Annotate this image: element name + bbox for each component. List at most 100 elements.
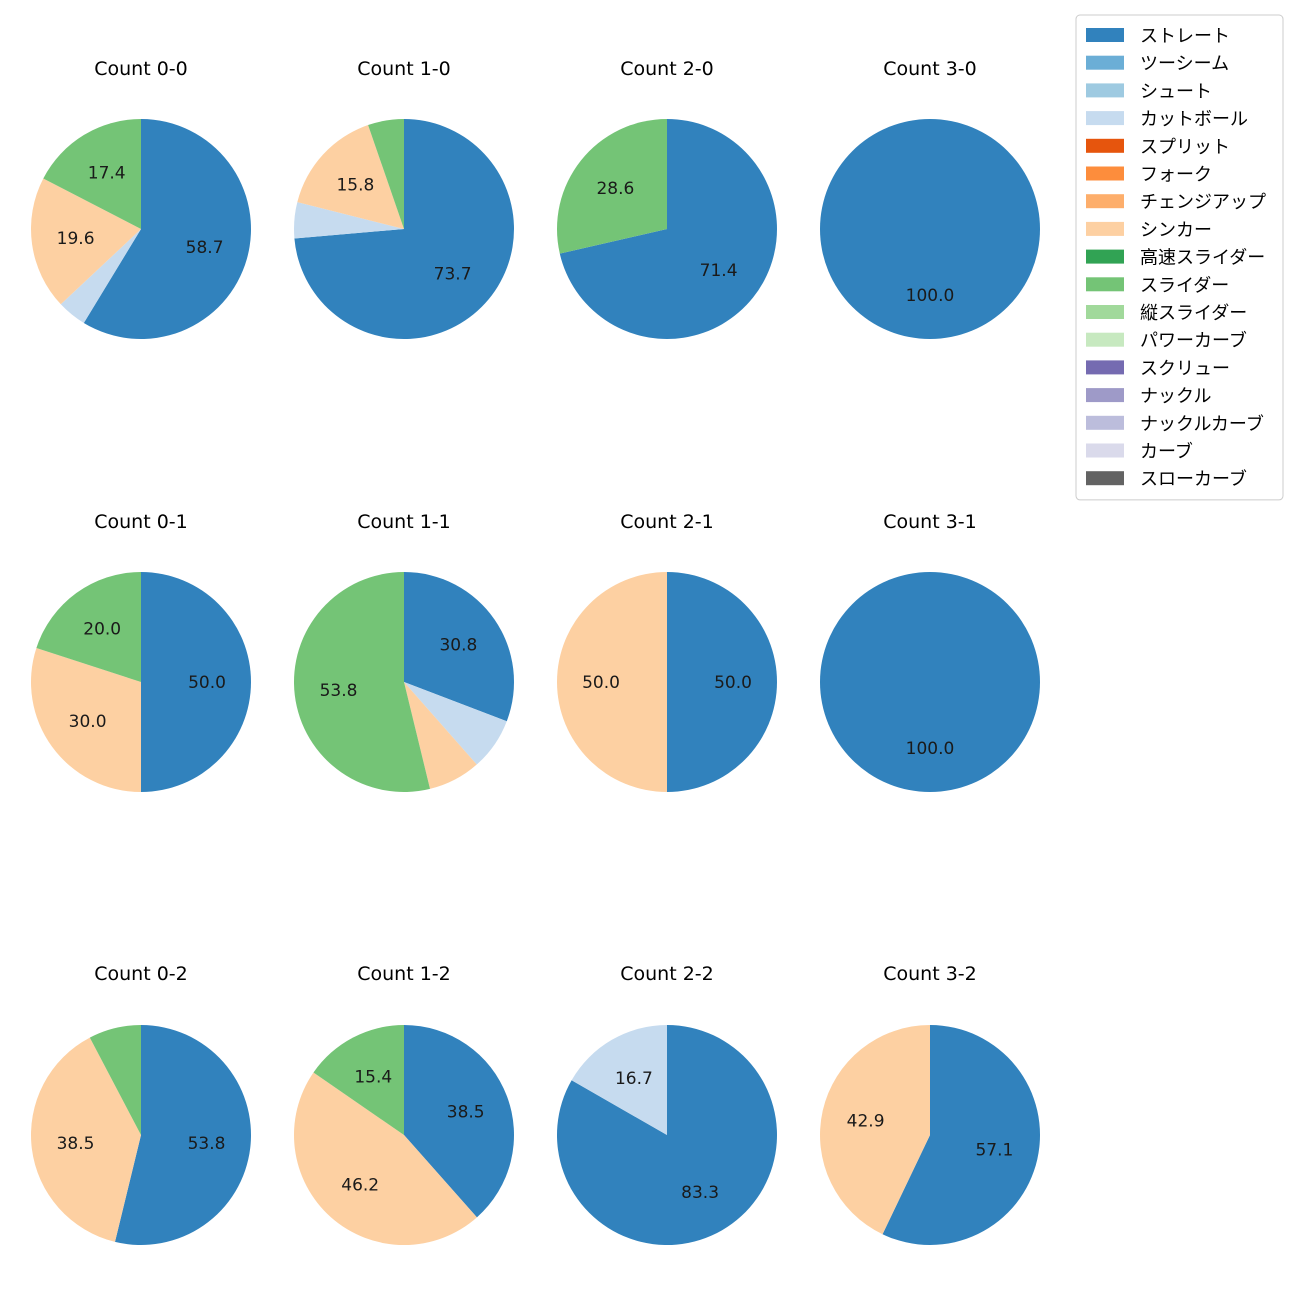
pie-slice — [404, 572, 515, 722]
legend-item: フォーク — [1086, 165, 1212, 186]
legend-swatch — [1086, 28, 1124, 42]
pie-slice — [30, 648, 141, 792]
legend-item: パワーカーブ — [1086, 330, 1247, 352]
pie-panel: Count 3-0 100.0 — [820, 58, 1040, 339]
legend-item: 縦スライダー — [1086, 303, 1247, 324]
legend-item: チェンジアップ — [1086, 192, 1266, 213]
pie-slice-label: 46.2 — [341, 1175, 379, 1195]
legend-label: ストレート — [1140, 26, 1230, 47]
pie-title: Count 2-1 — [620, 511, 714, 533]
pie-slice-label: 38.5 — [57, 1134, 95, 1154]
pie-panel: Count 2-0 71.4 28.6 — [556, 58, 777, 339]
pie-slice-label: 50.0 — [714, 673, 752, 693]
legend-label: チェンジアップ — [1140, 192, 1266, 213]
pie-slice — [820, 119, 1040, 339]
legend-label: ツーシーム — [1140, 54, 1229, 75]
pie-slice-label: 15.8 — [336, 175, 374, 195]
pie-slice — [60, 229, 142, 323]
legend-swatch — [1086, 83, 1124, 98]
pie-slice — [556, 1025, 777, 1246]
pie-title: Count 3-2 — [883, 963, 977, 985]
pie-slice — [30, 1037, 142, 1242]
pie-panel: Count 2-2 83.3 16.7 — [556, 963, 777, 1246]
legend-item: カットボール — [1086, 109, 1248, 130]
pie-title: Count 1-2 — [357, 963, 451, 985]
pie-slice-label: 71.4 — [700, 261, 738, 281]
pie-slice-label: 19.6 — [57, 229, 95, 249]
legend-item: スクリュー — [1086, 358, 1230, 379]
legend-swatch — [1086, 111, 1124, 126]
legend-swatch — [1086, 443, 1124, 458]
legend-swatch — [1086, 305, 1124, 319]
pie-slice — [556, 119, 667, 254]
pie-title: Count 0-2 — [94, 963, 188, 985]
pie-slice — [297, 125, 404, 229]
legend-label: 縦スライダー — [1140, 303, 1247, 324]
legend-swatch — [1086, 332, 1124, 347]
legend-item: スライダー — [1086, 275, 1229, 296]
pie-slice — [36, 572, 141, 682]
legend-label: カーブ — [1140, 441, 1193, 463]
pie-panel: Count 0-0 58.7 19.6 17.4 — [30, 58, 252, 339]
pie-slice-label: 57.1 — [975, 1141, 1013, 1161]
legend-label: カットボール — [1140, 109, 1248, 130]
legend-item: ナックル — [1086, 386, 1211, 407]
pie-slice — [571, 1025, 667, 1135]
pie-panel: Count 0-1 50.0 30.0 20.0 — [30, 511, 251, 792]
legend-label: シンカー — [1140, 220, 1212, 241]
legend-swatch — [1086, 194, 1124, 209]
pie-title: Count 3-1 — [883, 511, 977, 533]
pie-panel: Count 1-2 38.5 46.2 15.4 — [293, 963, 515, 1246]
pie-slice-label: 17.4 — [88, 164, 126, 184]
pie-slice — [882, 1025, 1041, 1245]
pie-slice — [293, 1072, 477, 1246]
legend-label: 高速スライダー — [1140, 248, 1265, 269]
pie-slice — [294, 119, 515, 339]
pie-slice-label: 73.7 — [434, 265, 472, 285]
legend-item: シンカー — [1086, 220, 1212, 241]
legend-label: フォーク — [1140, 165, 1212, 186]
legend-item: スローカーブ — [1086, 468, 1247, 490]
pie-slice — [83, 119, 252, 339]
pie-slice — [293, 572, 431, 793]
pie-slice — [293, 202, 404, 239]
legend-item: ナックルカーブ — [1086, 413, 1264, 435]
pie-slice-label: 38.5 — [447, 1103, 485, 1123]
pie-title: Count 1-0 — [357, 58, 451, 80]
pie-panel: Count 1-0 73.7 15.8 — [293, 58, 515, 339]
legend-item: ストレート — [1086, 26, 1230, 47]
pie-slice-label: 53.8 — [320, 681, 358, 701]
pie-slice-label: 30.8 — [439, 636, 477, 656]
pie-slice — [667, 572, 777, 792]
pie-slice — [557, 572, 667, 792]
pie-slice — [404, 682, 477, 789]
pie-slice — [43, 119, 141, 229]
legend-swatch — [1086, 360, 1124, 375]
legend-label: ナックルカーブ — [1140, 413, 1264, 435]
legend-swatch — [1086, 277, 1124, 292]
pie-slice-label: 58.7 — [186, 238, 224, 258]
pie-panel: Count 3-1 100.0 — [820, 511, 1040, 792]
pie-slice — [404, 1025, 515, 1218]
pie-slice — [559, 119, 777, 339]
pie-title: Count 2-0 — [620, 58, 714, 80]
legend-item: 高速スライダー — [1086, 248, 1265, 269]
legend-swatch — [1086, 249, 1124, 264]
pie-slice-label: 100.0 — [906, 286, 955, 306]
legend-label: スローカーブ — [1140, 468, 1247, 490]
legend-item: スプリット — [1086, 137, 1230, 158]
legend-swatch — [1086, 138, 1124, 153]
pie-slice-label: 15.4 — [354, 1068, 392, 1088]
legend-item: カーブ — [1086, 441, 1193, 463]
pie-slice — [141, 572, 251, 792]
pie-slice-label: 42.9 — [847, 1111, 885, 1131]
pie-slice — [404, 682, 507, 765]
legend-item: シュート — [1086, 81, 1212, 102]
legend-label: パワーカーブ — [1140, 330, 1247, 352]
pie-panel: Count 2-1 50.0 50.0 — [557, 511, 777, 792]
pie-title: Count 2-2 — [620, 963, 714, 985]
pie-title: Count 0-0 — [94, 58, 188, 80]
legend-swatch — [1086, 166, 1124, 181]
pie-slice-label: 30.0 — [69, 712, 107, 732]
